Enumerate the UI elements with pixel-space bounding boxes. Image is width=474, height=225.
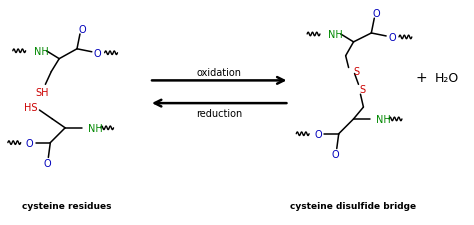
Text: O: O — [94, 49, 101, 58]
Text: O: O — [388, 33, 396, 43]
Text: HS: HS — [24, 103, 37, 112]
Text: H₂O: H₂O — [434, 72, 458, 85]
Text: O: O — [78, 25, 86, 35]
Text: reduction: reduction — [196, 108, 242, 118]
Text: SH: SH — [36, 88, 49, 98]
Text: O: O — [332, 150, 339, 160]
Text: O: O — [44, 159, 51, 169]
Text: O: O — [26, 138, 33, 148]
Text: +: + — [416, 71, 428, 85]
Text: S: S — [359, 85, 365, 95]
Text: NH: NH — [34, 47, 48, 56]
Text: NH: NH — [328, 30, 343, 40]
Text: cysteine disulfide bridge: cysteine disulfide bridge — [291, 201, 417, 210]
Text: S: S — [354, 66, 360, 76]
Text: O: O — [373, 9, 380, 19]
Text: oxidation: oxidation — [197, 67, 242, 77]
Text: cysteine residues: cysteine residues — [22, 201, 112, 210]
Text: NH: NH — [88, 123, 102, 133]
Text: O: O — [314, 129, 322, 139]
Text: NH: NH — [376, 114, 391, 124]
